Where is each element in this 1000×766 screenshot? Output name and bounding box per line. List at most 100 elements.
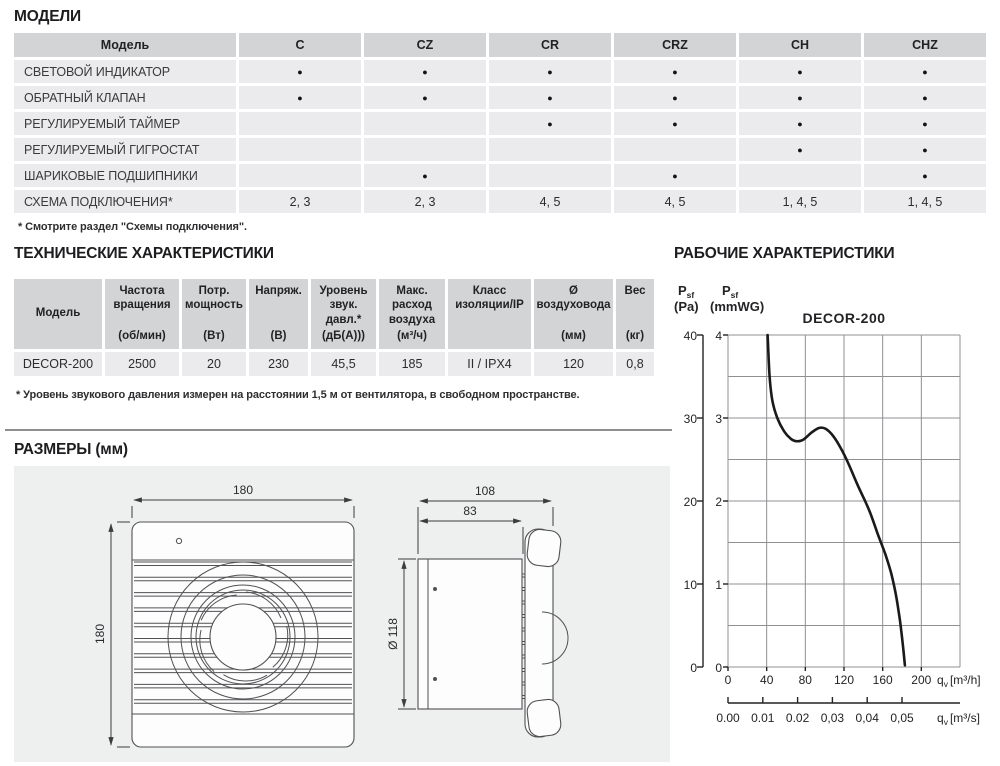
feature-dot-cell: ● (739, 112, 861, 135)
svg-text:2: 2 (715, 495, 722, 509)
row-label: РЕГУЛИРУЕМЫЙ ГИГРОСТАТ (14, 138, 236, 161)
fan-blades (199, 591, 289, 682)
y-left-axis-label: Psf (678, 283, 694, 300)
fan-hub (209, 603, 277, 671)
feature-dot-cell: ● (364, 60, 486, 83)
column-header: Вес (кг) (616, 279, 654, 349)
svg-text:0.00: 0.00 (716, 711, 740, 725)
y-right-axis-unit: (mmWG) (710, 299, 764, 314)
svg-text:Ø 118: Ø 118 (386, 618, 400, 650)
front-height-dimension: 180 (93, 521, 130, 748)
section-divider (5, 429, 672, 431)
column-header-model: Модель (14, 33, 236, 57)
models-table-header-row: Модель C CZ CR CRZ CH CHZ (14, 33, 986, 57)
feature-dot-cell: ● (489, 112, 611, 135)
chart-section-title: РАБОЧИЕ ХАРАКТЕРИСТИКИ (674, 245, 895, 262)
svg-text:4: 4 (715, 329, 722, 343)
feature-dot-cell: ● (864, 138, 986, 161)
feature-dot-cell (239, 138, 361, 161)
feature-dot-cell: ● (864, 86, 986, 109)
x-primary-unit: qv [m³/h] (937, 673, 981, 689)
screw-dot (433, 677, 437, 681)
scheme-cell: 4, 5 (489, 190, 611, 213)
scheme-cell: 2, 3 (364, 190, 486, 213)
table-row: РЕГУЛИРУЕМЫЙ ТАЙМЕР ● ● ● ● (14, 112, 986, 135)
duct-diameter-dimension: Ø 118 (386, 558, 416, 710)
feature-dot-cell: ● (739, 138, 861, 161)
feature-dot-cell (364, 112, 486, 135)
indicator-light (175, 537, 183, 545)
feature-dot-cell: ● (739, 60, 861, 83)
models-section-title: МОДЕЛИ (14, 8, 81, 25)
side-body-depth-dimension: 83 (419, 504, 524, 554)
column-header: Модель (14, 279, 102, 349)
feature-dot-cell (239, 164, 361, 187)
svg-text:108: 108 (475, 484, 495, 498)
column-header-cr: CR (489, 33, 611, 57)
scheme-cell: 1, 4, 5 (864, 190, 986, 213)
column-header-c: C (239, 33, 361, 57)
fan-opening (167, 561, 319, 713)
svg-text:83: 83 (463, 504, 477, 518)
model-name-cell: DECOR-200 (14, 352, 102, 376)
svg-text:180: 180 (93, 624, 107, 644)
feature-dot-cell: ● (864, 60, 986, 83)
svg-text:1: 1 (715, 578, 722, 592)
feature-dot-cell (614, 138, 736, 161)
svg-text:40: 40 (760, 673, 774, 687)
table-row: СХЕМА ПОДКЛЮЧЕНИЯ* 2, 3 2, 3 4, 5 4, 5 1… (14, 190, 986, 213)
value-cell: II / IPX4 (448, 352, 531, 376)
feature-dot-cell: ● (239, 86, 361, 109)
svg-text:120: 120 (834, 673, 854, 687)
fan-front-view: 180 180 (93, 483, 355, 748)
svg-text:0.02: 0.02 (786, 711, 810, 725)
svg-text:200: 200 (911, 673, 931, 687)
row-label: СХЕМА ПОДКЛЮЧЕНИЯ* (14, 190, 236, 213)
value-cell: 230 (249, 352, 308, 376)
table-row: РЕГУЛИРУЕМЫЙ ГИГРОСТАТ ● ● (14, 138, 986, 161)
dimensions-section-title: РАЗМЕРЫ (мм) (14, 441, 128, 458)
svg-text:0: 0 (690, 661, 697, 675)
svg-text:30: 30 (684, 412, 698, 426)
svg-text:0: 0 (715, 661, 722, 675)
feature-dot-cell (489, 164, 611, 187)
svg-text:80: 80 (799, 673, 813, 687)
feature-dot-cell: ● (364, 86, 486, 109)
column-header: Ø воздуховода (мм) (534, 279, 613, 349)
column-header: Уровень звук. давл.* (дБ(А))) (311, 279, 376, 349)
feature-dot-cell: ● (489, 60, 611, 83)
feature-dot-cell: ● (614, 60, 736, 83)
value-cell: 0,8 (616, 352, 654, 376)
chart-grid (723, 334, 961, 671)
svg-text:3: 3 (715, 412, 722, 426)
feature-dot-cell (239, 112, 361, 135)
row-label: ШАРИКОВЫЕ ПОДШИПНИКИ (14, 164, 236, 187)
performance-section: РАБОЧИЕ ХАРАКТЕРИСТИКИ Psf (Pa) Psf (mmW… (666, 245, 1000, 755)
svg-text:0.01: 0.01 (751, 711, 775, 725)
chart-title: DECOR-200 (802, 310, 885, 326)
table-row: СВЕТОВОЙ ИНДИКАТОР ● ● ● ● ● ● (14, 60, 986, 83)
feature-dot-cell: ● (614, 86, 736, 109)
y-left-axis-unit: (Pa) (674, 299, 699, 314)
row-label: СВЕТОВОЙ ИНДИКАТОР (14, 60, 236, 83)
column-header: Частота вращения (об/мин) (105, 279, 179, 349)
scheme-cell: 1, 4, 5 (739, 190, 861, 213)
column-header: Макс. расход воздуха (м³/ч) (379, 279, 445, 349)
tech-footnote: * Уровень звукового давления измерен на … (16, 389, 580, 401)
column-header: Напряж. (В) (249, 279, 308, 349)
svg-text:160: 160 (873, 673, 893, 687)
models-footnote: * Смотрите раздел "Схемы подключения". (18, 221, 247, 233)
column-header: Класс изоляции/IP (448, 279, 531, 349)
performance-chart: Psf (Pa) Psf (mmWG) DECOR-200 40 30 20 1… (674, 283, 981, 727)
scheme-cell: 2, 3 (239, 190, 361, 213)
models-table: Модель C CZ CR CRZ CH CHZ СВЕТОВОЙ ИНДИК… (11, 30, 989, 216)
feature-dot-cell: ● (614, 112, 736, 135)
secondary-x-axis (727, 697, 960, 704)
feature-dot-cell: ● (864, 164, 986, 187)
pa-axis (697, 334, 704, 668)
tech-table: Модель Частота вращения (об/мин) Потр. мо… (11, 276, 657, 379)
feature-dot-cell: ● (864, 112, 986, 135)
front-width-dimension: 180 (131, 483, 355, 518)
feature-dot-cell: ● (614, 164, 736, 187)
